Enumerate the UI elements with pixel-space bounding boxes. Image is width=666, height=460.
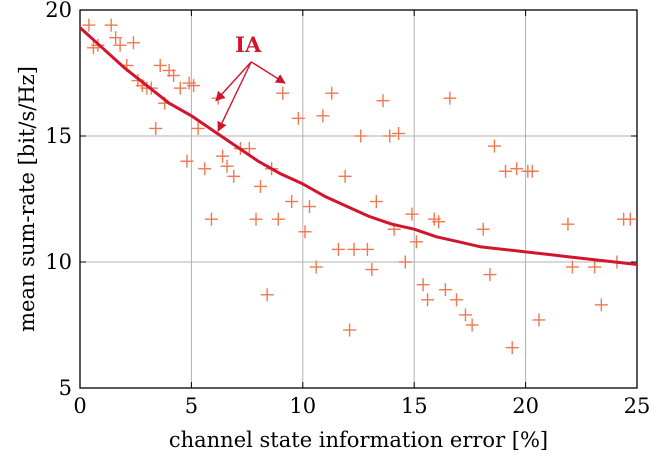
- scatter-point: [476, 222, 490, 236]
- x-tick-label: 10: [289, 394, 316, 418]
- scatter-point: [499, 164, 513, 178]
- y-tick-label: 10: [45, 250, 72, 274]
- annotation-label: IA: [235, 32, 262, 57]
- scatter-point: [432, 215, 446, 229]
- scatter-point: [398, 255, 412, 269]
- scatter-point: [298, 225, 312, 239]
- scatter-point: [249, 212, 263, 226]
- scatter-point: [594, 298, 608, 312]
- scatter-point: [104, 18, 118, 32]
- scatter-point: [180, 154, 194, 168]
- annotation-arrow: [215, 61, 252, 102]
- x-tick-label: 15: [401, 394, 428, 418]
- annotation-arrow: [250, 61, 286, 84]
- scatter-point: [260, 288, 274, 302]
- scatter-point: [316, 109, 330, 123]
- scatter-point: [126, 36, 140, 50]
- scatter-point: [242, 142, 256, 156]
- y-axis-label: mean sum-rate [bit/s/Hz]: [15, 66, 39, 332]
- scatter-point: [113, 38, 127, 52]
- annotation-arrow: [217, 61, 252, 132]
- scatter-point: [198, 162, 212, 176]
- ia-curve: [78, 26, 638, 266]
- scatter-point: [588, 260, 602, 274]
- scatter-point: [285, 195, 299, 209]
- scatter-point: [360, 242, 374, 256]
- scatter-point: [510, 162, 524, 176]
- x-tick-label: 5: [185, 394, 198, 418]
- scatter-point: [405, 207, 419, 221]
- x-tick-label: 20: [512, 394, 539, 418]
- scatter-point: [109, 31, 123, 45]
- scatter-point: [227, 169, 241, 183]
- scatter-point: [369, 195, 383, 209]
- scatter-point: [450, 293, 464, 307]
- scatter-point: [458, 308, 472, 322]
- scatter-point: [421, 293, 435, 307]
- scatter-point: [347, 242, 361, 256]
- scatter-point: [253, 179, 267, 193]
- scatter-point: [204, 212, 218, 226]
- scatter-point: [331, 242, 345, 256]
- scatter-point: [187, 79, 201, 93]
- scatter-point: [338, 169, 352, 183]
- y-tick-label: 15: [45, 124, 72, 148]
- x-tick-label: 0: [73, 394, 86, 418]
- x-axis-label: channel state information error [%]: [169, 428, 548, 452]
- scatter-point: [149, 121, 163, 135]
- scatter-point: [167, 69, 181, 83]
- scatter-point: [416, 278, 430, 292]
- plot-frame: [79, 9, 638, 389]
- scatter-point: [483, 268, 497, 282]
- scatter-point: [354, 129, 368, 143]
- x-tick-label: 25: [624, 394, 651, 418]
- scatter-point: [276, 86, 290, 100]
- scatter-point: [409, 235, 423, 249]
- scatter-point: [565, 260, 579, 274]
- scatter-point: [525, 164, 539, 178]
- scatter-point: [220, 159, 234, 173]
- scatter-point: [291, 111, 305, 125]
- scatter-point: [325, 86, 339, 100]
- scatter-point: [561, 217, 575, 231]
- scatter-point: [365, 263, 379, 277]
- scatter-point: [343, 323, 357, 337]
- scatter-point: [309, 260, 323, 274]
- y-tick-label: 20: [45, 0, 72, 22]
- scatter-point: [302, 200, 316, 214]
- scatter-point: [173, 81, 187, 95]
- y-tick-label: 5: [59, 376, 72, 400]
- scatter-point: [376, 94, 390, 108]
- scatter-point: [487, 139, 501, 153]
- scatter-point: [392, 126, 406, 140]
- scatter-point: [443, 91, 457, 105]
- scatter-point: [505, 341, 519, 355]
- scatter-point: [623, 212, 637, 226]
- scatter-point: [465, 318, 479, 332]
- scatter-point: [383, 129, 397, 143]
- grid: [80, 10, 637, 388]
- scatter-series: [82, 18, 637, 355]
- scatter-point: [82, 18, 96, 32]
- scatter-point: [438, 283, 452, 297]
- scatter-point: [271, 212, 285, 226]
- scatter-point: [153, 58, 167, 72]
- annotation: IA: [215, 32, 286, 132]
- scatter-point: [191, 121, 205, 135]
- scatter-point: [216, 149, 230, 163]
- scatter-point: [532, 313, 546, 327]
